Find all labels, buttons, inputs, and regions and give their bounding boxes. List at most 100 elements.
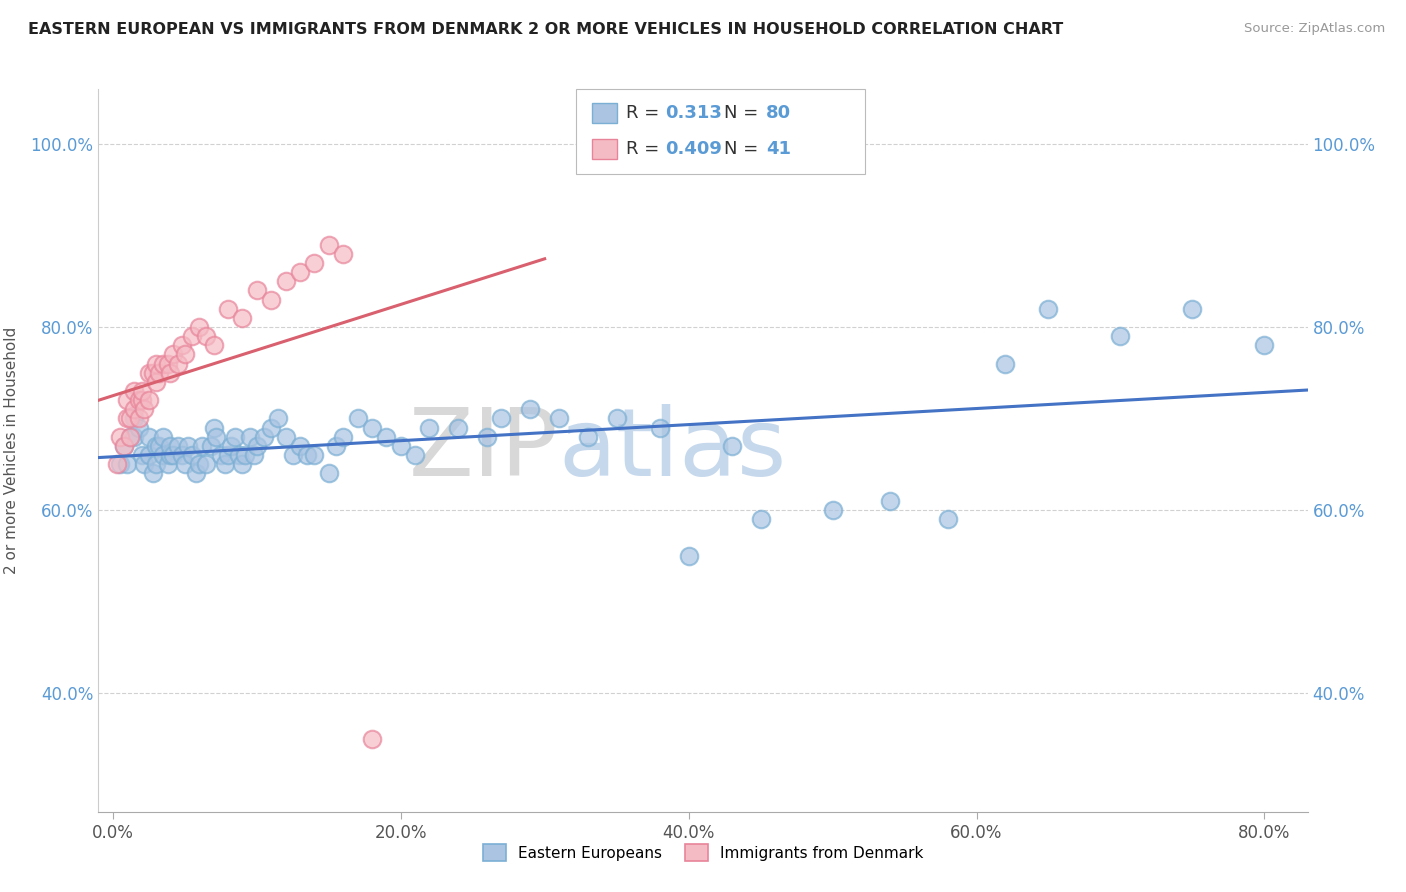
Point — [159, 366, 181, 380]
Point — [124, 402, 146, 417]
Point — [124, 411, 146, 425]
Point — [1253, 338, 1275, 352]
Point — [648, 420, 671, 434]
Point — [332, 430, 354, 444]
Point — [170, 448, 193, 462]
Point — [124, 384, 146, 398]
Point — [519, 402, 541, 417]
Point — [202, 420, 225, 434]
Point — [260, 420, 283, 434]
Point — [720, 439, 742, 453]
Text: 80: 80 — [766, 104, 792, 122]
Point — [138, 430, 160, 444]
Point — [217, 448, 239, 462]
Point — [186, 467, 208, 481]
Point — [131, 393, 153, 408]
Point — [138, 448, 160, 462]
Point — [191, 439, 214, 453]
Text: 0.409: 0.409 — [665, 140, 721, 158]
Point — [418, 420, 440, 434]
Point — [304, 256, 326, 270]
Point — [152, 357, 174, 371]
Point — [1038, 301, 1060, 316]
Point — [170, 338, 193, 352]
Point — [475, 430, 498, 444]
Point — [166, 357, 188, 371]
Point — [145, 357, 167, 371]
Point — [576, 430, 599, 444]
Point — [361, 420, 384, 434]
Point — [152, 448, 174, 462]
Point — [231, 457, 253, 471]
Point — [274, 430, 297, 444]
Point — [1109, 329, 1132, 343]
Text: 0.313: 0.313 — [665, 104, 721, 122]
Point — [936, 512, 959, 526]
Point — [128, 393, 150, 408]
Point — [181, 448, 204, 462]
Point — [162, 448, 184, 462]
Point — [548, 411, 571, 425]
Point — [1181, 301, 1204, 316]
Legend: Eastern Europeans, Immigrants from Denmark: Eastern Europeans, Immigrants from Denma… — [475, 836, 931, 869]
Point — [105, 457, 128, 471]
Text: atlas: atlas — [558, 404, 786, 497]
Point — [156, 357, 179, 371]
Point — [138, 393, 160, 408]
Point — [188, 457, 211, 471]
Text: 41: 41 — [766, 140, 792, 158]
Point — [281, 448, 304, 462]
Point — [749, 512, 772, 526]
Point — [120, 430, 142, 444]
Y-axis label: 2 or more Vehicles in Household: 2 or more Vehicles in Household — [4, 326, 20, 574]
Point — [202, 338, 225, 352]
Point — [253, 430, 276, 444]
Point — [260, 293, 283, 307]
Point — [233, 448, 256, 462]
Point — [108, 457, 131, 471]
Point — [678, 549, 700, 563]
Point — [134, 402, 156, 417]
Point — [134, 457, 156, 471]
Point — [115, 393, 138, 408]
Point — [145, 375, 167, 389]
Point — [606, 411, 628, 425]
Point — [173, 457, 195, 471]
Point — [159, 439, 181, 453]
Text: EASTERN EUROPEAN VS IMMIGRANTS FROM DENMARK 2 OR MORE VEHICLES IN HOUSEHOLD CORR: EASTERN EUROPEAN VS IMMIGRANTS FROM DENM… — [28, 22, 1063, 37]
Point — [145, 457, 167, 471]
Point — [491, 411, 513, 425]
Point — [879, 493, 901, 508]
Point — [246, 284, 269, 298]
Point — [389, 439, 412, 453]
Point — [239, 430, 262, 444]
Point — [159, 448, 181, 462]
Point — [231, 310, 253, 325]
Point — [120, 411, 142, 425]
Point — [145, 439, 167, 453]
Point — [224, 430, 246, 444]
Point — [274, 274, 297, 288]
Text: Source: ZipAtlas.com: Source: ZipAtlas.com — [1244, 22, 1385, 36]
Point — [209, 448, 232, 462]
Text: R =: R = — [626, 140, 665, 158]
Point — [295, 448, 318, 462]
Point — [228, 448, 250, 462]
Text: ZIP: ZIP — [408, 404, 558, 497]
Point — [375, 430, 398, 444]
Point — [267, 411, 290, 425]
Point — [219, 439, 242, 453]
Point — [138, 366, 160, 380]
Point — [195, 457, 218, 471]
Point — [108, 430, 131, 444]
Point — [994, 357, 1017, 371]
Point — [142, 467, 165, 481]
Text: R =: R = — [626, 104, 665, 122]
Point — [142, 366, 165, 380]
Point — [195, 329, 218, 343]
Point — [361, 731, 384, 746]
Point — [148, 439, 170, 453]
Text: N =: N = — [724, 140, 758, 158]
Point — [112, 439, 135, 453]
Point — [288, 265, 311, 279]
